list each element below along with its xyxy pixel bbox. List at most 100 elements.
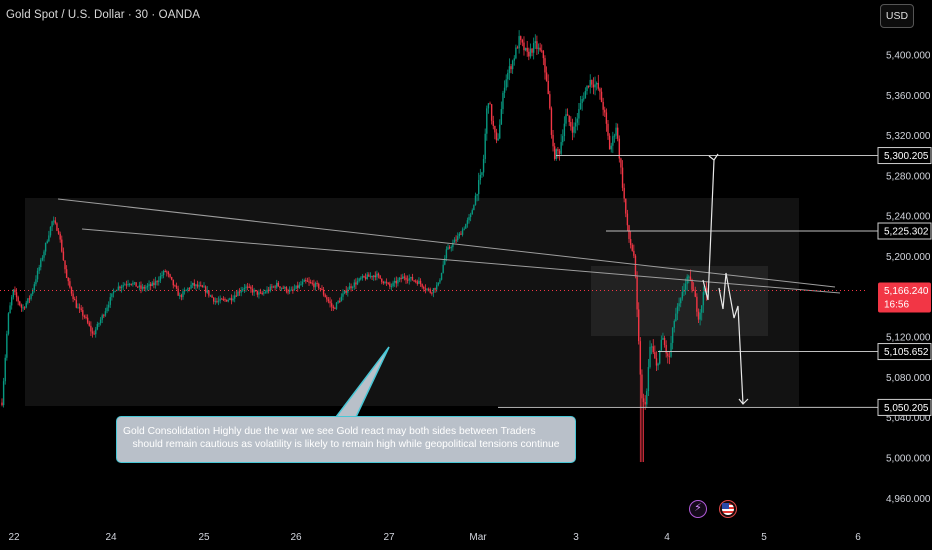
projection-down-arrowhead[interactable] <box>738 398 749 405</box>
candle-body <box>646 391 648 405</box>
candle-body <box>230 298 233 301</box>
candle-body <box>508 66 511 73</box>
candle-body <box>193 282 196 286</box>
candle-body <box>398 277 401 280</box>
candle-body <box>15 292 18 298</box>
candle-body <box>78 307 81 309</box>
candle-body <box>566 114 569 116</box>
annotation-callout[interactable]: Gold Consolidation Highly due the war we… <box>116 416 576 463</box>
candle-body <box>507 72 509 80</box>
candle-body <box>222 299 225 301</box>
candle-body <box>676 306 679 314</box>
us-flag-event-icon[interactable] <box>719 500 737 518</box>
lower-trendline[interactable] <box>81 228 841 294</box>
candle-body <box>112 291 115 294</box>
time-tick-label: Mar <box>469 532 487 543</box>
candle-body <box>212 297 215 302</box>
candle-body <box>468 217 470 221</box>
candle-body <box>263 292 265 294</box>
price-tick-label: 5,320.000 <box>886 131 931 142</box>
candle-body <box>671 327 674 343</box>
level-label-box[interactable] <box>877 343 932 361</box>
candle-body <box>54 220 57 224</box>
level-label-box[interactable] <box>877 398 932 416</box>
candle-body <box>421 283 423 287</box>
candle-body <box>33 284 36 290</box>
candle-body <box>149 284 152 286</box>
candle-body <box>452 242 454 248</box>
candle-body <box>520 36 522 40</box>
candle-body <box>612 136 614 146</box>
candle-body <box>91 331 94 334</box>
candle-body <box>479 174 482 181</box>
time-axis[interactable]: 22 24 25 26 27 Mar 3 4 5 6 <box>8 532 861 543</box>
candle-body <box>326 297 328 300</box>
candle-body <box>219 298 221 301</box>
candle-body <box>153 282 155 286</box>
lightning-event-icon[interactable]: ⚡ <box>689 500 707 518</box>
candle-body <box>413 280 415 282</box>
candle-body <box>701 305 703 313</box>
range-box[interactable] <box>25 198 799 406</box>
candle-body <box>515 47 517 59</box>
candle-body <box>634 255 637 277</box>
candle-body <box>557 149 559 151</box>
time-tick-label: 6 <box>855 532 861 543</box>
candle-body <box>57 230 60 234</box>
projection-up-path[interactable] <box>702 159 715 301</box>
candle-body <box>445 249 448 259</box>
level-label-box[interactable] <box>877 147 932 165</box>
candle-body <box>242 289 244 291</box>
candle-body <box>587 85 590 87</box>
candle-body <box>629 239 632 245</box>
candle-body <box>69 281 71 288</box>
candle-body <box>497 138 499 141</box>
candle-body <box>594 84 596 88</box>
candle-body <box>460 233 462 235</box>
candle-body <box>689 276 692 280</box>
candle-body <box>416 281 419 284</box>
candle-body <box>639 341 642 375</box>
candle-body <box>408 278 410 281</box>
candle-body <box>167 272 170 275</box>
candle-body <box>56 223 58 231</box>
candle-body <box>613 135 616 137</box>
horizontal-levels[interactable] <box>0 155 878 408</box>
candle-body <box>680 298 682 304</box>
candle-body <box>616 127 619 139</box>
level-label-box[interactable] <box>877 222 932 240</box>
candle-body <box>343 290 346 294</box>
candle-body <box>563 123 566 137</box>
projection-down-path[interactable] <box>718 272 744 405</box>
projection-up-arrowhead[interactable] <box>708 153 719 161</box>
trendlines[interactable] <box>57 198 841 294</box>
candle-body <box>558 150 561 154</box>
candle-body <box>237 291 239 297</box>
candle-body <box>694 290 696 297</box>
level-label: 5,050.205 <box>884 403 929 414</box>
candle-body <box>182 291 184 298</box>
currency-button[interactable]: USD <box>880 4 914 28</box>
price-tick-label: 4,960.000 <box>886 494 931 505</box>
candle-body <box>552 134 554 147</box>
candle-body <box>432 288 435 293</box>
candle-body <box>374 275 376 278</box>
candle-body <box>38 267 40 271</box>
candle-body <box>586 85 588 92</box>
candle-body <box>146 285 149 288</box>
candle-body <box>605 112 608 124</box>
candle-body <box>335 302 338 309</box>
candle-body <box>350 286 352 289</box>
price-axis[interactable]: 5,400.000 5,360.000 5,320.000 5,280.000 5,24… <box>877 51 932 505</box>
candle-body <box>158 280 160 282</box>
projection-arrows[interactable] <box>702 153 749 405</box>
candle-body <box>30 294 32 299</box>
candle-body <box>253 289 255 293</box>
candle-body <box>98 323 100 325</box>
candle-body <box>70 287 73 294</box>
candle-body <box>61 239 63 252</box>
candle-body <box>665 344 667 354</box>
upper-trendline[interactable] <box>57 198 836 288</box>
level-label: 5,105.652 <box>884 347 929 358</box>
